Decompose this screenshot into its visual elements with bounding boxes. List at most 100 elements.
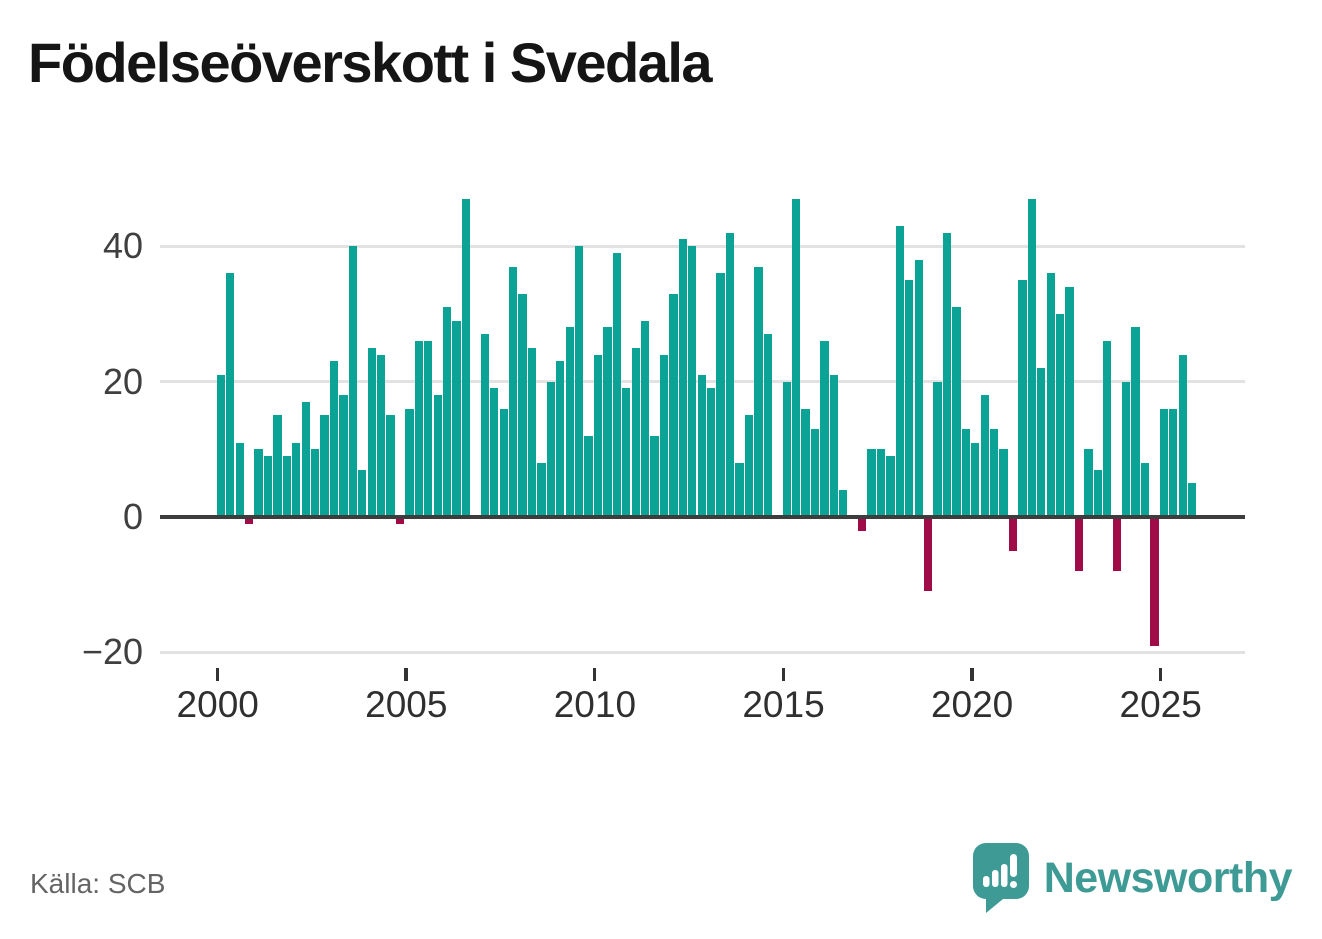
bar-2013-q4	[735, 462, 744, 517]
y-axis-label: 20	[102, 360, 143, 402]
bar-2003-q4	[358, 469, 367, 517]
bar-2004-q4	[395, 517, 405, 524]
bar-2023-q3	[1103, 340, 1112, 517]
bar-2018-q3	[914, 259, 923, 517]
bar-2023-q2	[1093, 469, 1102, 517]
bar-2013-q2	[716, 273, 725, 517]
bar-2001-q2	[263, 456, 273, 517]
bar-2022-q4	[1074, 517, 1084, 572]
bar-2018-q4	[923, 517, 933, 592]
bar-2025-q3	[1178, 354, 1187, 517]
bar-2012-q1	[669, 293, 678, 517]
x-axis-tick	[404, 668, 408, 681]
bar-2014-q3	[763, 334, 772, 517]
bar-2024-q1	[1121, 381, 1131, 517]
bar-2020-q4	[999, 449, 1008, 517]
bar-2018-q1	[895, 225, 904, 517]
x-axis-tick	[970, 668, 974, 681]
bar-2015-q3	[801, 408, 810, 517]
bar-2005-q3	[424, 340, 433, 517]
newsworthy-logo-icon	[972, 843, 1029, 913]
bar-2009-q4	[584, 435, 593, 517]
bar-2006-q1	[443, 307, 452, 517]
y-axis-label: −20	[81, 631, 143, 673]
y-axis-label: 0	[122, 496, 143, 537]
x-axis-tick	[1158, 668, 1163, 681]
bar-2002-q2	[301, 401, 310, 517]
bar-2025-q2	[1169, 408, 1178, 517]
bar-2021-q3	[1027, 198, 1036, 517]
bar-2024-q4	[1150, 517, 1159, 646]
bar-2000-q4	[244, 517, 254, 524]
bar-2002-q4	[320, 415, 329, 517]
bar-2007-q1	[480, 334, 490, 517]
bar-2019-q1	[933, 381, 942, 517]
newsworthy-logo-text: Newsworthy	[1043, 853, 1293, 902]
bar-2000-q1	[216, 374, 225, 517]
bar-2021-q1	[1008, 517, 1018, 551]
bar-2016-q3	[839, 489, 848, 517]
bar-2007-q4	[509, 266, 518, 517]
bar-2015-q2	[791, 198, 801, 517]
bar-2011-q3	[650, 435, 659, 517]
bar-2010-q1	[593, 354, 603, 517]
gridline	[160, 651, 1245, 654]
bar-2012-q2	[678, 239, 688, 517]
bar-2016-q1	[820, 340, 829, 517]
bar-2014-q1	[744, 415, 754, 517]
bar-2018-q2	[905, 280, 914, 517]
x-axis-label: 2000	[176, 684, 259, 725]
bar-2020-q3	[989, 428, 999, 517]
bar-2017-q4	[886, 456, 895, 517]
bar-2013-q1	[707, 388, 716, 517]
bar-2022-q3	[1065, 286, 1074, 517]
bar-2023-q4	[1112, 517, 1121, 572]
bar-2003-q2	[339, 395, 348, 517]
x-axis-tick	[592, 668, 597, 681]
bar-2019-q3	[952, 307, 961, 517]
y-axis-label: 40	[102, 225, 143, 267]
bar-2004-q2	[377, 354, 386, 517]
bar-2009-q3	[575, 246, 584, 517]
bar-2012-q4	[697, 374, 706, 517]
gridline	[160, 245, 1245, 248]
bar-2020-q2	[980, 395, 989, 517]
bar-2020-q1	[971, 442, 980, 517]
bar-2006-q2	[452, 320, 461, 517]
bar-2000-q2	[226, 273, 235, 517]
bar-2005-q2	[414, 340, 424, 517]
bar-2008-q2	[527, 347, 537, 517]
bar-2001-q3	[273, 415, 282, 517]
bar-2017-q2	[867, 449, 876, 517]
bar-2001-q4	[282, 456, 291, 517]
x-axis-label: 2025	[1119, 684, 1202, 725]
bar-2005-q4	[433, 395, 442, 517]
bar-2008-q1	[518, 293, 527, 517]
bar-2011-q2	[641, 320, 650, 517]
bar-2008-q4	[546, 381, 556, 517]
bar-2024-q2	[1131, 327, 1140, 517]
bar-2006-q3	[461, 198, 471, 517]
bar-2025-q4	[1187, 483, 1197, 517]
bar-2025-q1	[1159, 408, 1168, 517]
source-label: Källa: SCB	[30, 868, 166, 899]
x-axis-label: 2020	[930, 684, 1014, 725]
x-axis-tick	[781, 668, 785, 681]
newsworthy-logo: Newsworthy	[972, 843, 1293, 913]
bar-2015-q4	[810, 428, 820, 517]
zero-axis-line	[160, 514, 1245, 520]
bar-2004-q1	[367, 347, 376, 517]
bar-2009-q1	[556, 361, 565, 517]
x-axis-label: 2015	[742, 684, 825, 725]
bar-2022-q1	[1046, 273, 1055, 517]
bar-2008-q3	[537, 462, 546, 517]
bar-2016-q2	[829, 374, 838, 517]
bar-2011-q4	[659, 354, 669, 517]
bar-2002-q1	[292, 442, 301, 517]
bar-2021-q2	[1018, 280, 1027, 517]
bar-2017-q1	[857, 517, 867, 531]
bar-2010-q4	[622, 388, 631, 517]
x-axis-tick	[215, 668, 220, 681]
bar-2023-q1	[1084, 449, 1093, 517]
bar-2013-q3	[725, 232, 735, 517]
